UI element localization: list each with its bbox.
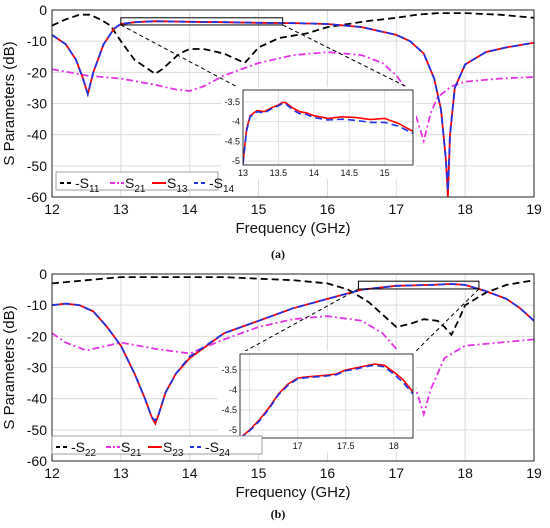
zoom-box (357, 280, 480, 290)
axes-frame (51, 273, 535, 462)
y-tick-label: -10 (27, 297, 47, 313)
y-tick-label: -60 (27, 189, 47, 205)
x-axis-label: Frequency (GHz) (235, 484, 350, 501)
zoom-connector (239, 288, 359, 355)
inset-x-tick-label: 18 (389, 441, 399, 451)
y-tick-label: -10 (27, 33, 47, 49)
x-tick-label: 15 (251, 201, 267, 217)
x-tick-label: 14 (182, 465, 198, 481)
y-axis-label: S Parameters (dB) (1, 305, 18, 429)
inset-series-s13 (243, 101, 413, 164)
legend-label-subscript: 24 (219, 448, 231, 459)
x-tick-label: 15 (251, 465, 267, 481)
x-tick-label: 19 (526, 465, 542, 481)
inset-x-tick-label: 13.5 (270, 168, 288, 178)
x-tick-label: 19 (526, 201, 542, 217)
series-s24 (52, 283, 534, 422)
legend-label-subscript: 23 (172, 448, 184, 459)
inset-x-tick-label: 15 (380, 168, 390, 178)
inset-frame (239, 353, 414, 439)
inset-series-s24 (240, 364, 413, 438)
x-tick-label: 16 (320, 465, 336, 481)
inset-y-tick-label: -5 (232, 156, 240, 166)
inset-x-tick-label: 17 (293, 441, 303, 451)
x-tick-label: 13 (113, 201, 129, 217)
y-tick-label: -30 (27, 96, 47, 112)
figure-caption: (b) (271, 507, 286, 521)
x-axis-label: Frequency (GHz) (235, 220, 350, 237)
legend-label-subscript: 22 (85, 448, 97, 459)
x-tick-label: 18 (457, 465, 473, 481)
legend-box (51, 435, 263, 455)
inset-y-tick-label: -4 (229, 385, 237, 395)
y-tick-label: 0 (39, 266, 47, 282)
x-tick-label: 13 (113, 465, 129, 481)
zoom-connector (412, 288, 480, 355)
legend: -S11 S21 S13 -S14 (55, 171, 235, 195)
series-s11 (52, 12, 534, 75)
inset-y-tick-label: -4.5 (221, 405, 237, 415)
x-tick-label: 16 (320, 201, 336, 217)
zoom-connector (282, 24, 414, 91)
inset-frame (242, 89, 414, 166)
series-s22 (52, 276, 534, 337)
y-tick-label: -60 (27, 453, 47, 469)
y-tick-label: -30 (27, 360, 47, 376)
inset-y-tick-label: -3.5 (224, 97, 240, 107)
legend-label-subscript: 21 (134, 184, 146, 195)
legend-box (55, 171, 219, 191)
x-tick-label: 17 (388, 465, 404, 481)
y-tick-label: -40 (27, 391, 47, 407)
inset-y-tick-label: -3.5 (221, 365, 237, 375)
inset-y-tick-label: -4 (232, 117, 240, 127)
y-tick-label: -50 (27, 422, 47, 438)
x-tick-label: 12 (44, 201, 60, 217)
figure-caption: (a) (271, 247, 285, 261)
chart-2: 12131415161718190-10-20-30-40-50-6016.51… (1, 266, 542, 521)
y-tick-label: 0 (39, 2, 47, 18)
inset-y-tick-label: -4.5 (224, 136, 240, 146)
y-tick-label: -20 (27, 328, 47, 344)
y-tick-label: -50 (27, 158, 47, 174)
inset-series-s14 (243, 103, 413, 165)
y-tick-label: -20 (27, 64, 47, 80)
inset-y-tick-label: -5 (229, 425, 237, 435)
series-s14 (52, 20, 534, 191)
axes-frame (51, 9, 535, 198)
series-s21 (52, 51, 534, 145)
inset-x-tick-label: 17.5 (337, 441, 355, 451)
y-axis-label: S Parameters (dB) (1, 41, 18, 165)
inset-x-tick-label: 14.5 (340, 168, 358, 178)
x-tick-label: 18 (457, 201, 473, 217)
x-tick-label: 17 (388, 201, 404, 217)
series-s21 (52, 315, 534, 418)
inset-x-tick-label: 13 (238, 168, 248, 178)
x-tick-label: 12 (44, 465, 60, 481)
legend: -S22 S21 S23 -S24 (51, 435, 263, 459)
inset-background (218, 351, 416, 452)
x-tick-label: 14 (182, 201, 198, 217)
legend-label-subscript: 11 (89, 184, 100, 195)
legend-label-subscript: 13 (176, 184, 188, 195)
inset-chart: 16.51717.518-3.5-4-4.5-5 (218, 351, 416, 452)
inset-chart: 13 13.5 14 14.5 15 -3.5 -4 -4.5 -5 (221, 87, 416, 179)
zoom-box (120, 17, 284, 26)
y-tick-label: -40 (27, 127, 47, 143)
legend-label-subscript: 14 (223, 184, 235, 195)
zoom-connector (120, 24, 244, 91)
legend-label-subscript: 21 (130, 448, 142, 459)
inset-x-tick-label: 14 (309, 168, 319, 178)
